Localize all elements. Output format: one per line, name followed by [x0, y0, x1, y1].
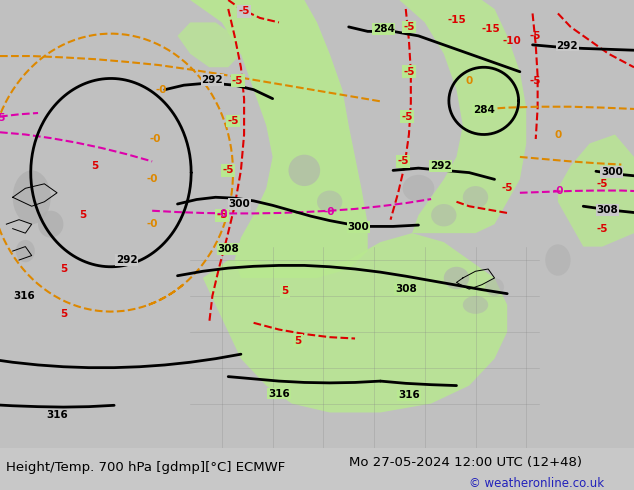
Text: -5: -5: [530, 75, 541, 86]
Text: 5: 5: [281, 287, 289, 296]
Text: -0: -0: [146, 219, 158, 229]
Text: 5: 5: [91, 161, 99, 171]
Ellipse shape: [317, 191, 342, 213]
Text: 5: 5: [294, 336, 302, 346]
Text: -0: -0: [216, 209, 228, 220]
Ellipse shape: [431, 204, 456, 226]
Text: -5: -5: [238, 6, 250, 16]
Text: 292: 292: [202, 75, 223, 85]
Text: -5: -5: [403, 67, 415, 77]
Ellipse shape: [545, 245, 571, 276]
Text: -5: -5: [216, 210, 228, 220]
Text: 316: 316: [398, 391, 420, 400]
Text: 308: 308: [217, 244, 239, 254]
Text: 284: 284: [473, 105, 495, 115]
Ellipse shape: [463, 296, 488, 314]
Ellipse shape: [288, 155, 320, 186]
Text: -5: -5: [597, 179, 608, 189]
Text: 5: 5: [60, 309, 67, 319]
Text: -0: -0: [150, 134, 161, 144]
Text: 300: 300: [347, 222, 369, 232]
Ellipse shape: [38, 211, 63, 238]
Text: -5: -5: [597, 223, 608, 234]
PathPatch shape: [190, 0, 368, 278]
PathPatch shape: [399, 0, 526, 233]
Text: 300: 300: [601, 167, 623, 177]
Text: 292: 292: [430, 161, 451, 171]
Text: 284: 284: [373, 24, 394, 34]
Text: 0: 0: [554, 129, 562, 140]
Text: 292: 292: [557, 41, 578, 51]
Text: -5: -5: [501, 183, 513, 194]
Text: 308: 308: [395, 284, 417, 294]
PathPatch shape: [178, 23, 241, 67]
Text: 292: 292: [116, 255, 138, 265]
Text: -5: -5: [228, 116, 239, 126]
Ellipse shape: [16, 240, 35, 262]
PathPatch shape: [203, 233, 507, 413]
Text: 316: 316: [268, 389, 290, 399]
Text: -5: -5: [398, 156, 409, 167]
Text: -5: -5: [403, 22, 415, 32]
Text: -10: -10: [503, 36, 522, 46]
Text: 316: 316: [13, 291, 35, 301]
Text: -15: -15: [447, 15, 466, 25]
Text: -5: -5: [223, 165, 234, 175]
Text: -0: -0: [552, 186, 564, 196]
Text: 5: 5: [60, 264, 67, 274]
Text: Height/Temp. 700 hPa [gdmp][°C] ECMWF: Height/Temp. 700 hPa [gdmp][°C] ECMWF: [6, 461, 285, 474]
Text: 316: 316: [46, 410, 68, 420]
Text: -5: -5: [530, 31, 541, 41]
Text: -0: -0: [156, 85, 167, 95]
Text: 0: 0: [465, 75, 473, 86]
Text: -0: -0: [146, 174, 158, 184]
Text: -5: -5: [232, 75, 243, 86]
Ellipse shape: [463, 186, 488, 208]
Text: -15: -15: [482, 24, 501, 34]
Text: 300: 300: [229, 199, 250, 209]
PathPatch shape: [558, 135, 634, 246]
Text: 308: 308: [597, 205, 618, 215]
Text: © weatheronline.co.uk: © weatheronline.co.uk: [469, 477, 604, 490]
Text: -5: -5: [0, 113, 6, 123]
Ellipse shape: [485, 278, 504, 296]
Text: -5: -5: [401, 112, 413, 122]
Ellipse shape: [13, 171, 51, 224]
Ellipse shape: [444, 267, 469, 289]
Text: Mo 27-05-2024 12:00 UTC (12+48): Mo 27-05-2024 12:00 UTC (12+48): [349, 456, 582, 469]
Ellipse shape: [403, 175, 434, 202]
Text: -0: -0: [324, 207, 335, 217]
Text: 5: 5: [79, 210, 86, 220]
